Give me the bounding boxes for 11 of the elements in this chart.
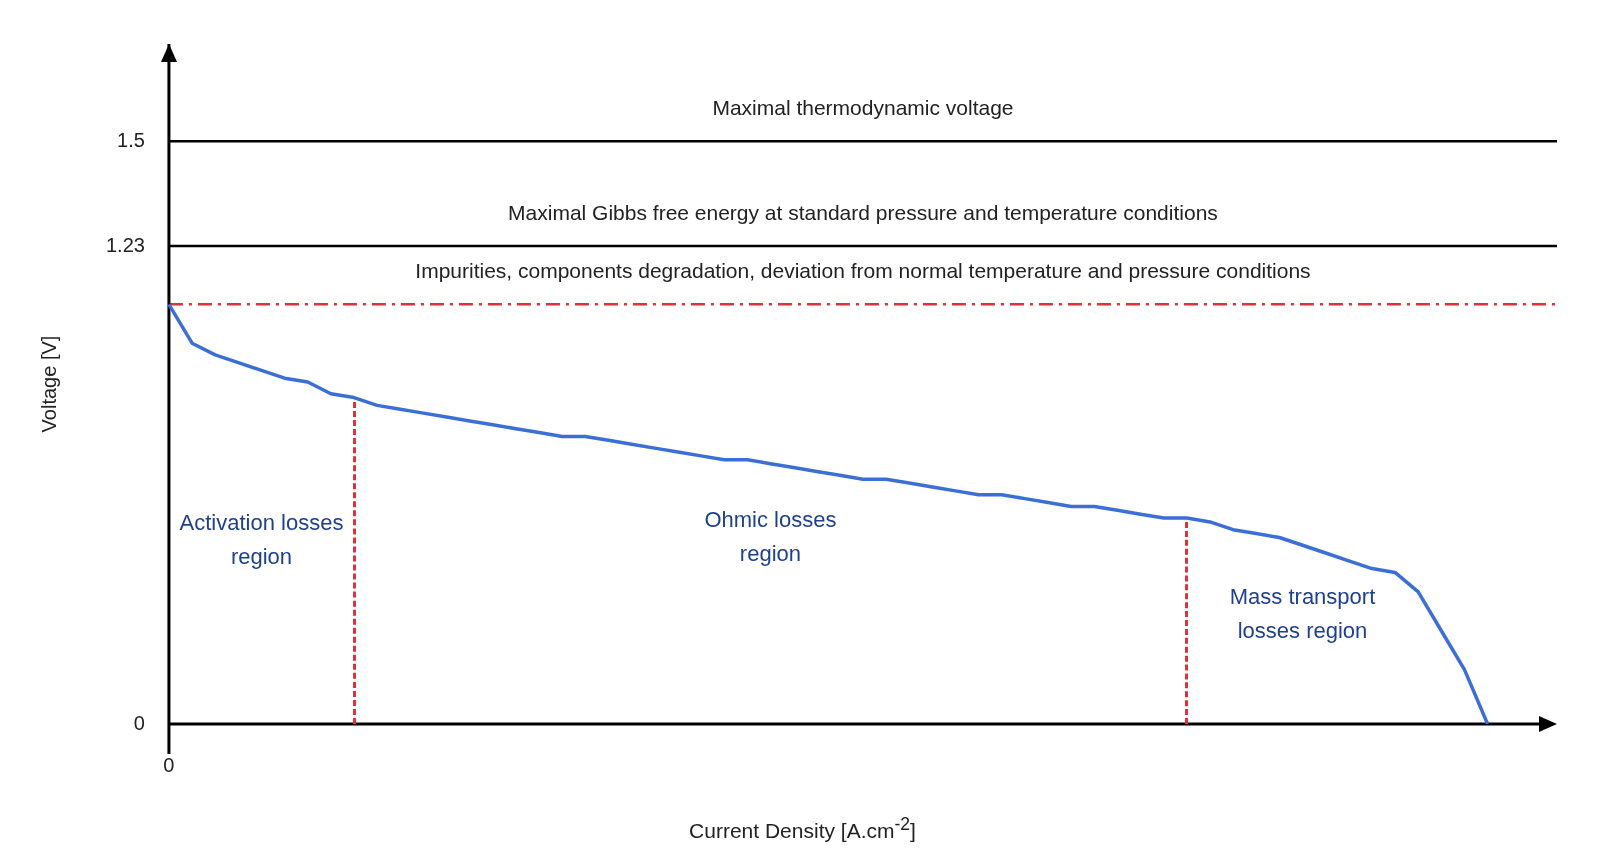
annotation: Ohmic losses region bbox=[704, 506, 837, 566]
ref-line-label: Maximal thermodynamic voltage bbox=[712, 95, 1014, 119]
ref-line-label: Maximal Gibbs free energy at standard pressure and temperature conditions bbox=[508, 200, 1218, 224]
y-tick-label: 1.23 bbox=[105, 233, 145, 256]
annotation: Mass transport losses region bbox=[1229, 584, 1376, 644]
annotation: Activation losses region bbox=[179, 510, 344, 570]
x-axis-title: Current Density [A.cm$^{-2}$] bbox=[688, 814, 917, 843]
ref-line-label: Impurities, components degradation, deviation from normal temperature and pressure conditions bbox=[415, 259, 1311, 283]
y-axis-title: Voltage [V] bbox=[37, 335, 60, 433]
y-tick-label: 1.5 bbox=[117, 128, 145, 151]
y-tick-label: 0 bbox=[133, 711, 145, 734]
